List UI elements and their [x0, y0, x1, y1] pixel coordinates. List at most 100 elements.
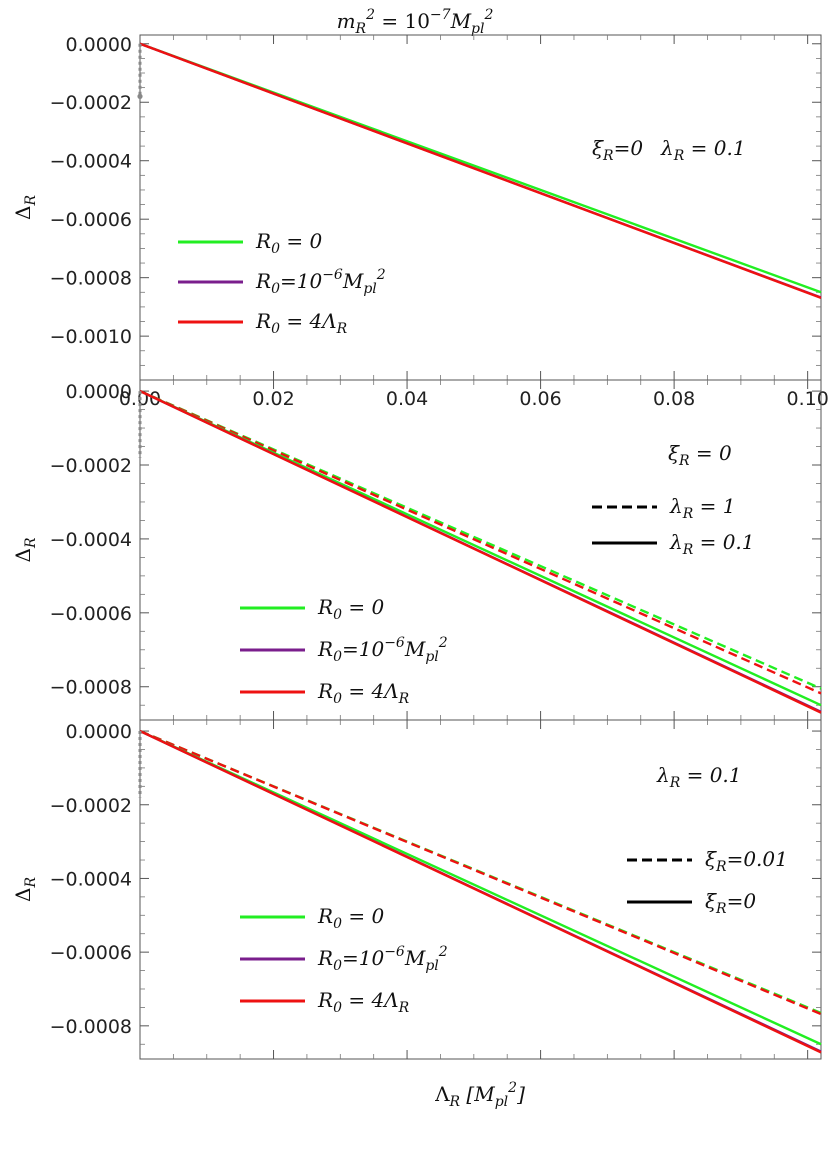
- annot-sub1: R: [669, 775, 681, 791]
- legend-unit-sup: 2: [438, 944, 448, 960]
- x-tick-label: 0.10: [786, 388, 828, 410]
- style-legend-rest: =0: [727, 889, 757, 913]
- y-tick-label: −0.0008: [50, 1016, 132, 1038]
- y-tick-label: 0.0000: [66, 34, 132, 56]
- legend-rest: = 4Λ: [280, 309, 337, 333]
- x-tick-label: 0.06: [519, 388, 561, 410]
- y-tick-label: −0.0002: [50, 455, 132, 477]
- x-label-unit-sub: pl: [495, 1094, 508, 1110]
- x-label-unit-sup: 2: [507, 1080, 517, 1096]
- legend-unit: M: [404, 637, 426, 661]
- style-legend-base: λ: [669, 530, 683, 554]
- series-red-solid: [139, 42, 822, 299]
- title-sub: R: [355, 21, 367, 37]
- style-legend-sub: R: [715, 901, 727, 917]
- legend-base: R: [317, 637, 333, 661]
- legend-unit-sup: 2: [438, 635, 448, 651]
- y-tick-label: 0.0000: [66, 381, 132, 403]
- annot-sym1: λ: [656, 763, 670, 787]
- legend-rest: = 4Λ: [342, 988, 399, 1012]
- legend-tail-sub: R: [336, 321, 348, 337]
- legend-rest: =10: [342, 946, 384, 970]
- legend-base: R: [317, 679, 333, 703]
- y-axis-label: ΔR: [11, 537, 39, 562]
- legend-unit-sub: pl: [425, 649, 438, 665]
- style-legend-label: ξR=0: [705, 889, 756, 917]
- panel-1: 0.0000 −0.0002 −0.0004 −0.0006 −0.0008 −0.001…: [11, 34, 829, 410]
- x-label-close: ]: [516, 1082, 525, 1106]
- gray-endpoint: [137, 93, 143, 99]
- legend-rest: =10: [342, 637, 384, 661]
- legend-label: R0=10−6Mpl2: [317, 944, 448, 974]
- title-unit-sup: 2: [484, 7, 494, 23]
- y-tick-label: −0.0006: [50, 209, 132, 231]
- legend-base: R: [317, 988, 333, 1012]
- legend-label: R0=10−6Mpl2: [317, 635, 448, 665]
- style-legend-base: ξ: [705, 889, 717, 913]
- style-legend-base: ξ: [705, 847, 717, 871]
- legend-base: R: [255, 229, 271, 253]
- annot-sub1: R: [678, 453, 690, 469]
- title-base: m: [337, 9, 356, 33]
- style-legend-label: λR = 0.1: [669, 530, 755, 558]
- legend-sub: 0: [333, 916, 342, 932]
- legend-unit-sup: 2: [376, 267, 386, 283]
- style-legend-label: ξR=0.01: [705, 847, 788, 875]
- legend-base: R: [255, 269, 271, 293]
- legend-label: R0 = 0: [255, 229, 322, 257]
- legend-exp: −6: [384, 944, 405, 960]
- x-label-sub: R: [449, 1094, 461, 1110]
- annot-sym1: ξ: [592, 136, 604, 160]
- y-tick-label: 0.0000: [66, 721, 132, 743]
- style-legend-sub: R: [682, 542, 694, 558]
- x-tick-label: 0.04: [386, 388, 428, 410]
- series-red-dashed: [139, 729, 822, 1016]
- legend-unit-sub: pl: [425, 958, 438, 974]
- legend-label: R0=10−6Mpl2: [255, 267, 386, 297]
- annot-rest1: = 0.1: [680, 763, 741, 787]
- y-tick-label: −0.0010: [50, 326, 132, 348]
- y-axis-label: ΔR: [11, 877, 39, 902]
- legend-rest: = 0: [280, 229, 322, 253]
- legend-rest: = 0: [342, 904, 384, 928]
- y-label-sub: R: [23, 537, 39, 549]
- series-red-solid: [139, 729, 822, 1054]
- panel-annotation: λR = 0.1: [656, 763, 742, 791]
- annot-rest2: = 0.1: [684, 136, 745, 160]
- legend-base: R: [255, 309, 271, 333]
- y-tick-label: −0.0006: [50, 942, 132, 964]
- annot-rest1: = 0: [690, 441, 732, 465]
- y-tick-label: −0.0004: [50, 151, 132, 173]
- legend-sub: 0: [333, 607, 342, 623]
- series-red-dashed: [139, 389, 822, 695]
- y-label-base: Δ: [11, 888, 35, 902]
- panel-frame: [139, 34, 822, 381]
- style-legend-sub: R: [682, 506, 694, 522]
- series-green-dashed: [139, 389, 822, 690]
- style-legend-rest: =0.01: [727, 847, 788, 871]
- x-label-open: [M: [460, 1082, 495, 1106]
- annot-sym2: λ: [660, 136, 674, 160]
- title-sup: 2: [365, 7, 375, 23]
- legend-unit: M: [404, 946, 426, 970]
- style-legend-rest: = 1: [693, 494, 735, 518]
- panel-frame: [139, 719, 822, 1060]
- x-tick-label: 0.08: [653, 388, 695, 410]
- y-label-base: Δ: [11, 548, 35, 562]
- y-tick-label: −0.0004: [50, 529, 132, 551]
- y-label-sub: R: [23, 877, 39, 889]
- x-axis-label: ΛR [Mpl2]: [434, 1080, 525, 1110]
- legend-exp: −6: [384, 635, 405, 651]
- legend-base: R: [317, 946, 333, 970]
- legend-sub: 0: [271, 321, 280, 337]
- legend-label: R0 = 4ΛR: [317, 988, 410, 1016]
- legend-label: R0 = 4ΛR: [317, 679, 410, 707]
- panel-annotation: ξR = 0: [668, 441, 732, 469]
- legend-rest: = 0: [342, 595, 384, 619]
- legend-tail-sub: R: [398, 691, 410, 707]
- legend-tail-sub: R: [398, 1000, 410, 1016]
- y-tick-label: −0.0002: [50, 92, 132, 114]
- panel-annotation: ξR=0 λR = 0.1: [592, 136, 746, 164]
- y-tick-label: −0.0004: [50, 868, 132, 890]
